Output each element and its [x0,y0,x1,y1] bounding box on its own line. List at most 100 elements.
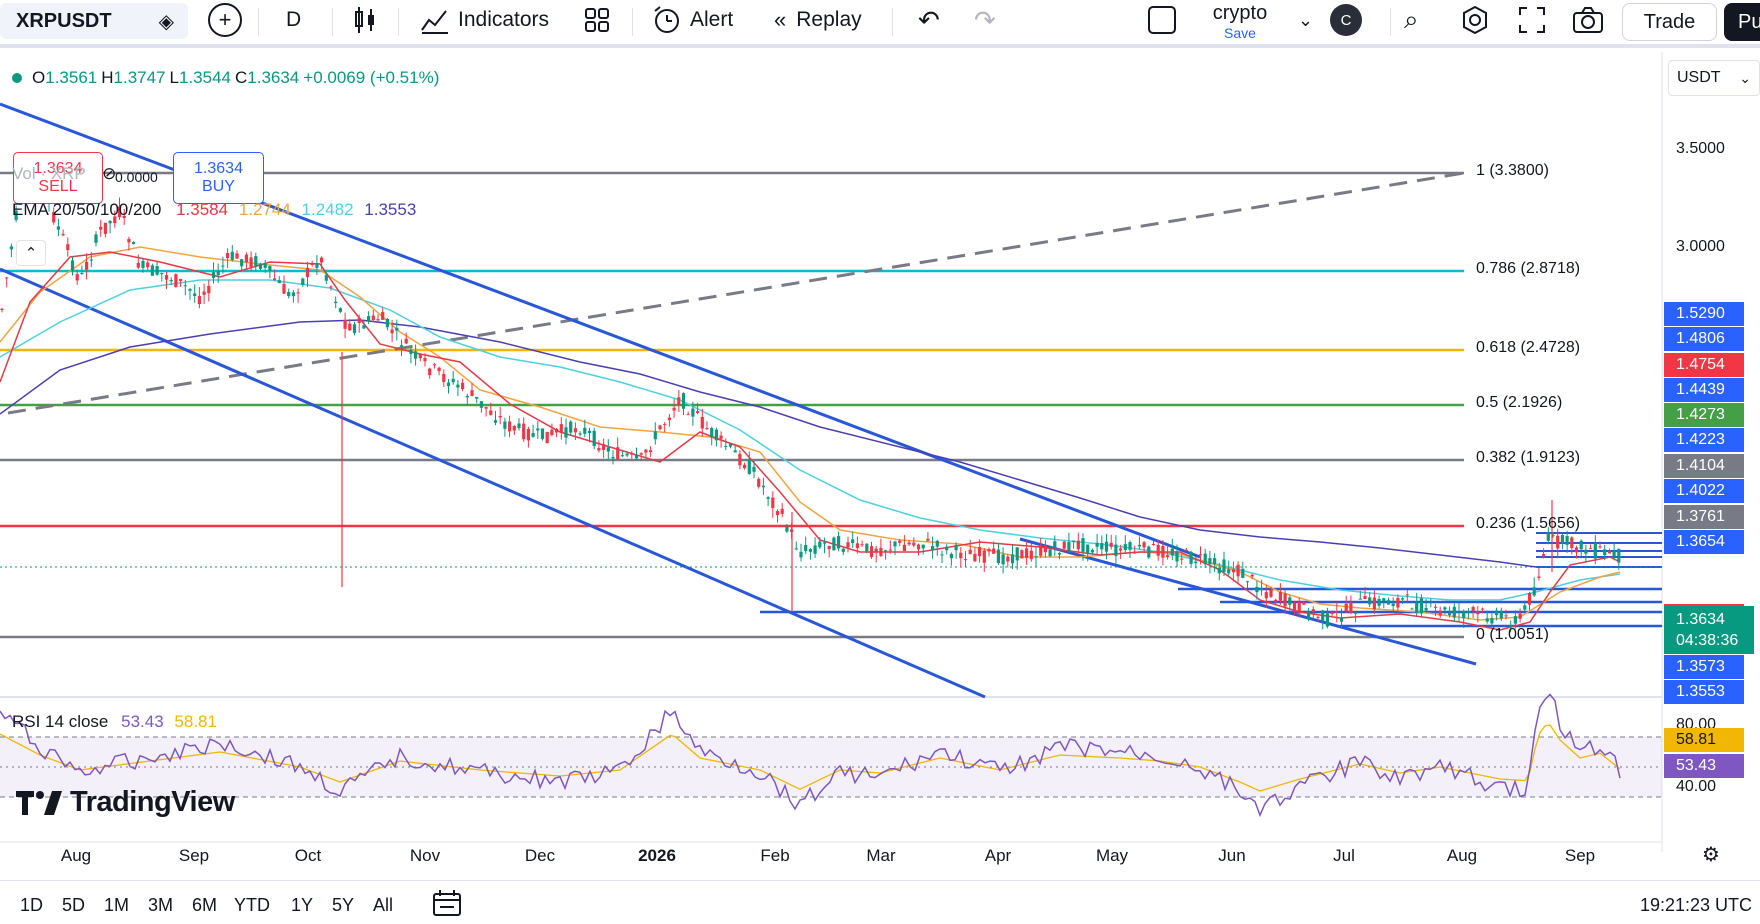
candle-body [611,456,615,459]
interval-button[interactable]: D [286,4,301,36]
settings-button[interactable] [1460,4,1490,36]
candle-body [99,226,103,230]
volume-legend[interactable]: Vol · XRP ⊘ [12,164,116,184]
candle-body [230,251,234,260]
candle-body [841,548,845,552]
undo-button[interactable]: ↶ [918,4,940,36]
replay-label: Replay [796,8,862,31]
buy-button[interactable]: 1.3634 BUY [173,152,264,204]
range-button[interactable]: 1D [20,895,44,915]
interval-label: D [286,8,302,31]
candle-body [179,279,183,281]
time-axis-label: Aug [60,846,92,865]
candle-body [630,453,634,455]
candle-body [221,265,225,267]
templates-button[interactable] [584,4,610,36]
fib-label-0382: 0.382 (1.9123) [1476,449,1581,466]
divider [1390,8,1391,36]
plus-icon: + [208,3,242,37]
candle-body [343,320,347,329]
rsi-legend[interactable]: RSI 14 close 53.43 58.81 [12,712,217,732]
candle-body [865,543,869,552]
candle-body [653,431,657,440]
fullscreen-button[interactable] [1518,4,1546,36]
quick-search-button[interactable]: ⌕ [1404,4,1419,36]
candle-body [381,312,385,320]
candle-body [1156,544,1160,556]
candle-body [1386,600,1391,605]
layout-menu-button[interactable]: ⌄ [1298,4,1313,36]
candle-body [982,550,986,563]
top-toolbar: XRPUSDT ◈ + D Indicators Alert « Replay … [0,0,1760,48]
layout-name-button[interactable]: crypto Save [1196,2,1284,41]
channel-lower-line[interactable] [0,267,986,699]
candle-body [155,266,159,275]
account-button[interactable]: C [1330,4,1362,36]
layout-select-checkbox[interactable] [1148,4,1176,36]
currency-select[interactable]: USDT ⌄ [1668,60,1760,96]
candle-body [301,278,305,285]
candle-body [1433,606,1438,608]
candle-body [1133,551,1137,554]
candle-body [451,378,455,383]
candle-body [916,544,921,550]
symbol-search-button[interactable]: XRPUSDT ◈ [0,3,188,39]
range-button[interactable]: YTD [234,895,270,915]
candle-body [66,244,70,251]
price-candles[interactable] [0,171,1621,633]
candle-body [757,478,761,487]
range-button[interactable]: 5D [62,895,86,915]
chart-type-button[interactable] [352,4,378,36]
candles-icon [355,7,374,33]
candle-body [987,549,991,552]
candle-body [902,544,906,551]
chart-pane[interactable]: O1.3561 H1.3747 L1.3544 C1.3634 +0.0069 (+0.… [0,52,1760,852]
alert-button[interactable]: Alert [652,4,733,36]
range-button[interactable]: 1Y [291,895,314,915]
price-level-tag: 1.4439 [1664,378,1744,402]
eye-off-icon[interactable]: ⊘ [102,164,117,183]
candle-body [578,433,582,435]
candle-body [719,435,723,439]
candle-body [926,538,930,541]
ema-legend[interactable]: EMA 20/50/100/200 1.3584 1.2744 1.2482 1… [12,200,416,220]
fib-trend-dashed-line[interactable] [7,171,1465,415]
range-button[interactable]: All [373,895,394,915]
range-button[interactable]: 3M [148,895,174,915]
candle-body [352,324,357,333]
candle-body [1302,601,1306,605]
publish-button[interactable]: Pu [1724,3,1760,41]
trade-button[interactable]: Trade [1622,3,1717,41]
axis-settings-button[interactable]: ⚙ [1702,842,1720,867]
redo-button[interactable]: ↷ [974,4,996,36]
range-button[interactable]: 1M [104,895,130,915]
low-label: L [169,68,179,87]
candle-body [658,425,662,430]
candle-body [1448,612,1452,616]
collapse-legend-button[interactable]: ⌃ [16,240,46,266]
sell-button[interactable]: 1.3634 SELL [13,152,103,204]
timezone-clock[interactable]: 19:21:23 UTC [1639,895,1752,915]
replay-button[interactable]: « Replay [774,4,862,36]
candle-body [620,455,624,457]
candle-body [1382,598,1386,602]
snapshot-button[interactable] [1572,4,1604,36]
indicators-button[interactable]: Indicators [420,4,549,36]
candle-body [1424,607,1428,611]
candle-body [1579,540,1583,550]
candle-body [254,256,258,267]
candle-body [456,384,460,388]
alert-label: Alert [690,8,734,31]
candle-body [1123,544,1127,551]
symbol-exchange-icon[interactable]: ◈ [158,10,174,33]
go-to-date-button[interactable] [432,889,462,922]
candle-body [1598,546,1602,548]
horizontal-rays[interactable] [0,532,1662,628]
candle-body [1227,569,1231,574]
candle-body [1452,606,1456,618]
compare-symbol-button[interactable]: + [208,3,242,37]
candle-body [1081,538,1085,552]
range-button[interactable]: 5Y [332,895,355,915]
range-button[interactable]: 6M [192,895,218,915]
tradingview-logo[interactable]: TradingView [16,786,235,819]
